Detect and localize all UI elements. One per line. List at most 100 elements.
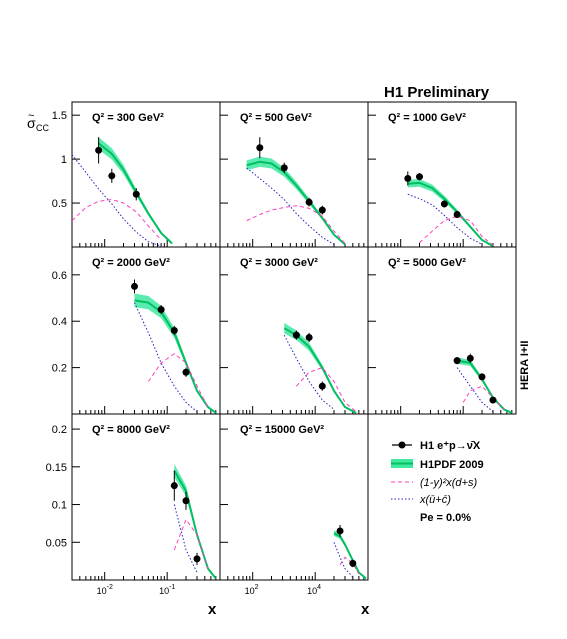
x-tick-exponent: -1 [169,584,175,591]
data-point [131,282,139,290]
fit-line [246,160,346,246]
legend-dashed-label: (1-y)²x(d+s) [420,477,477,489]
data-point [305,333,313,341]
x-tick-label: 10 [97,586,107,596]
y-tick-label: 0.15 [46,462,67,474]
legend-pe-label: Pe = 0.0% [420,512,471,524]
panel-5: Q² = 3000 GeV² [219,246,369,415]
dotted-curve [283,334,335,410]
y-tick-label: 0.1 [52,500,67,512]
panel-2: Q² = 500 GeV² [219,101,369,248]
fit-line [134,299,217,414]
panel-6: Q² = 5000 GeV² [367,246,517,415]
data-point [415,173,423,181]
x-tick-label: 10 [245,586,255,596]
fit-band [134,293,216,413]
x-tick-label: 10 [159,586,169,596]
dotted-curve [71,154,162,247]
dashed-curve [173,518,209,569]
dotted-curve [333,542,354,578]
data-point [108,172,116,180]
panel-q2-label: Q² = 15000 GeV² [240,424,324,436]
fit-line [456,359,513,414]
x-tick-exponent: 4 [317,584,321,591]
data-point [466,354,474,362]
panel-frame [367,246,517,415]
data-point [349,559,357,567]
figure-title: H1 Preliminary [384,84,490,101]
y-axis-title-accent: ~ [28,110,34,122]
data-point [280,164,288,172]
data-point [132,190,140,198]
panel-q2-label: Q² = 300 GeV² [92,112,164,124]
x-tick-exponent: 2 [255,584,259,591]
data-point [170,482,178,490]
data-point [182,497,190,505]
y-tick-label: 0.2 [52,424,67,436]
dotted-curve [407,193,483,245]
panel-q2-label: Q² = 5000 GeV² [388,257,466,269]
dashed-curve [295,367,357,413]
data-point [453,210,461,218]
y-tick-label: 0.05 [46,537,67,549]
legend: H1 e⁺p→ν̄X H1PDF 2009 (1-y)²x(d+s) x(ū+c… [391,440,484,524]
dashed-curve [462,385,505,410]
fit-line [333,532,367,580]
data-point [453,357,461,365]
dotted-curve [173,504,198,573]
data-point [305,198,313,206]
panel-frame [219,413,369,581]
data-point [404,174,412,182]
dashed-curve [419,215,494,246]
legend-fit-label: H1PDF 2009 [420,459,484,471]
data-point [336,527,344,535]
y-axis-title-sub: CC [36,123,49,133]
fit-line [283,327,357,414]
dotted-curve [456,367,494,413]
panel-frame [71,246,221,415]
panel-frame [71,413,221,581]
panel-4: 0.2 0.4 0.6 Q² = 2000 GeV² [52,246,221,415]
y-tick-label: 1 [61,154,67,166]
legend-data-marker [398,441,406,449]
x-axis-title-2: x [361,601,370,618]
panel-1: 0.5 1 1.5 Q² = 300 GeV² [52,101,221,248]
panel-q2-label: Q² = 2000 GeV² [92,257,170,269]
data-point [157,306,165,314]
y-tick-label: 0.6 [52,270,67,282]
fit-band [407,178,494,247]
dashed-curve [71,199,162,241]
side-label: HERA I+II [519,341,531,390]
panel-q2-label: Q² = 8000 GeV² [92,424,170,436]
data-point [193,555,201,563]
data-point [318,382,326,390]
x-tick-label: 10 [307,586,317,596]
panel-q2-label: Q² = 3000 GeV² [240,257,318,269]
dashed-curve [246,205,346,244]
data-point [256,144,264,152]
fit-band [246,156,346,245]
data-point [182,368,190,376]
data-point [440,200,448,208]
legend-dotted-label: x(ū+c̄) [419,494,451,506]
y-tick-label: 0.4 [52,316,67,328]
y-tick-label: 1.5 [52,110,67,122]
data-point [292,331,300,339]
panel-q2-label: Q² = 500 GeV² [240,112,312,124]
x-tick-exponent: -2 [107,584,113,591]
y-tick-label: 0.2 [52,363,67,375]
data-point [489,396,497,404]
panel-q2-label: Q² = 1000 GeV² [388,112,466,124]
fit-line [407,181,494,247]
y-axis-title-main: σ [27,115,36,131]
dashed-curve [147,353,209,408]
data-point [95,146,103,154]
fit-band [174,464,216,579]
data-point [478,373,486,381]
data-point [318,206,326,214]
panel-3: Q² = 1000 GeV² [367,101,517,248]
y-axis-title: σ ~ CC [27,110,49,133]
